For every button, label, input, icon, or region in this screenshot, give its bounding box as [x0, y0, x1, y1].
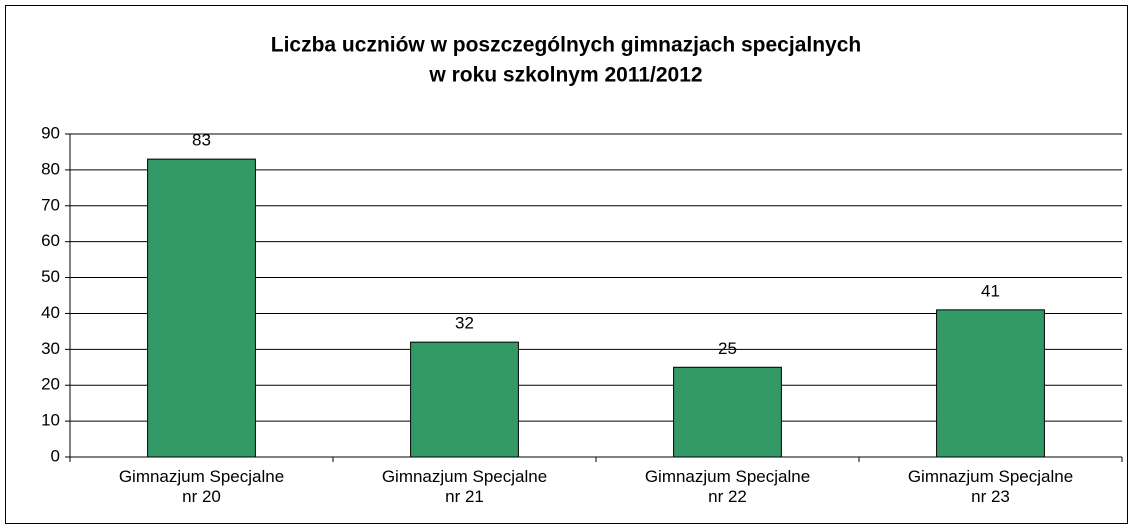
bar: [936, 309, 1045, 458]
y-tick-label: 0: [51, 446, 60, 465]
x-tick-label-box: Gimnazjum Specjalne nr 21: [381, 467, 548, 506]
x-tick-label: Gimnazjum Specjalne nr 21: [381, 467, 548, 506]
bar: [673, 366, 782, 458]
y-tick-label: 70: [41, 195, 60, 214]
data-label: 25: [718, 339, 737, 358]
x-tick-label: Gimnazjum Specjalne nr 20: [118, 467, 285, 506]
chart-title: Liczba uczniów w poszczególnych gimnazja…: [271, 34, 861, 57]
y-tick-label: 10: [41, 411, 60, 430]
data-label: 41: [981, 281, 1000, 300]
y-tick-label: 50: [41, 267, 60, 286]
y-tick-label: 30: [41, 339, 60, 358]
data-label: 83: [192, 131, 211, 150]
y-tick-label: 40: [41, 303, 60, 322]
bar: [147, 158, 256, 458]
y-tick-label: 90: [41, 123, 60, 142]
bar: [410, 341, 519, 458]
x-tick-label: Gimnazjum Specjalne nr 23: [907, 467, 1074, 506]
x-tick-label-box: Gimnazjum Specjalne nr 20: [118, 467, 285, 506]
x-tick-label: Gimnazjum Specjalne nr 22: [644, 467, 811, 506]
chart-title: w roku szkolnym 2011/2012: [428, 64, 702, 87]
y-tick-label: 80: [41, 159, 60, 178]
x-tick-label-box: Gimnazjum Specjalne nr 22: [644, 467, 811, 506]
y-tick-label: 60: [41, 231, 60, 250]
data-label: 32: [455, 314, 474, 333]
y-tick-label: 20: [41, 375, 60, 394]
x-tick-label-box: Gimnazjum Specjalne nr 23: [907, 467, 1074, 506]
